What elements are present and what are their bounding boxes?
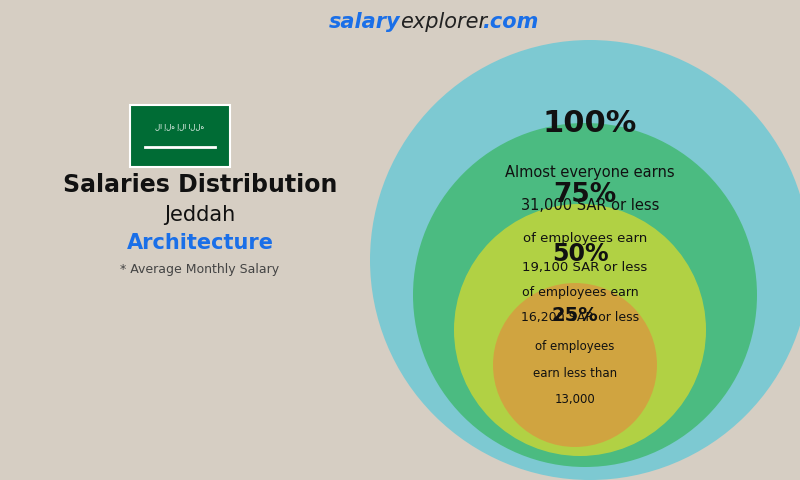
Text: .com: .com bbox=[482, 12, 538, 32]
Text: 13,000: 13,000 bbox=[554, 393, 595, 406]
Text: Architecture: Architecture bbox=[126, 233, 274, 253]
Text: of employees earn: of employees earn bbox=[523, 232, 647, 245]
Circle shape bbox=[454, 204, 706, 456]
Text: explorer: explorer bbox=[400, 12, 487, 32]
Circle shape bbox=[370, 40, 800, 480]
Text: of employees earn: of employees earn bbox=[522, 286, 638, 299]
Text: 19,100 SAR or less: 19,100 SAR or less bbox=[522, 261, 648, 274]
FancyBboxPatch shape bbox=[130, 105, 230, 167]
Text: 75%: 75% bbox=[554, 182, 617, 208]
Text: 100%: 100% bbox=[543, 109, 637, 138]
Circle shape bbox=[493, 283, 657, 447]
Text: 16,200 SAR or less: 16,200 SAR or less bbox=[521, 311, 639, 324]
Circle shape bbox=[413, 123, 757, 467]
Text: 50%: 50% bbox=[552, 242, 608, 266]
Text: salary: salary bbox=[328, 12, 400, 32]
Text: Almost everyone earns: Almost everyone earns bbox=[505, 165, 675, 180]
Text: لا إله إلا الله: لا إله إلا الله bbox=[155, 123, 205, 130]
Text: 25%: 25% bbox=[552, 306, 598, 325]
Text: of employees: of employees bbox=[535, 340, 614, 353]
Text: * Average Monthly Salary: * Average Monthly Salary bbox=[121, 264, 279, 276]
Text: Salaries Distribution: Salaries Distribution bbox=[63, 173, 337, 197]
Text: 31,000 SAR or less: 31,000 SAR or less bbox=[521, 197, 659, 213]
Text: Jeddah: Jeddah bbox=[164, 205, 236, 225]
Text: earn less than: earn less than bbox=[533, 367, 617, 380]
